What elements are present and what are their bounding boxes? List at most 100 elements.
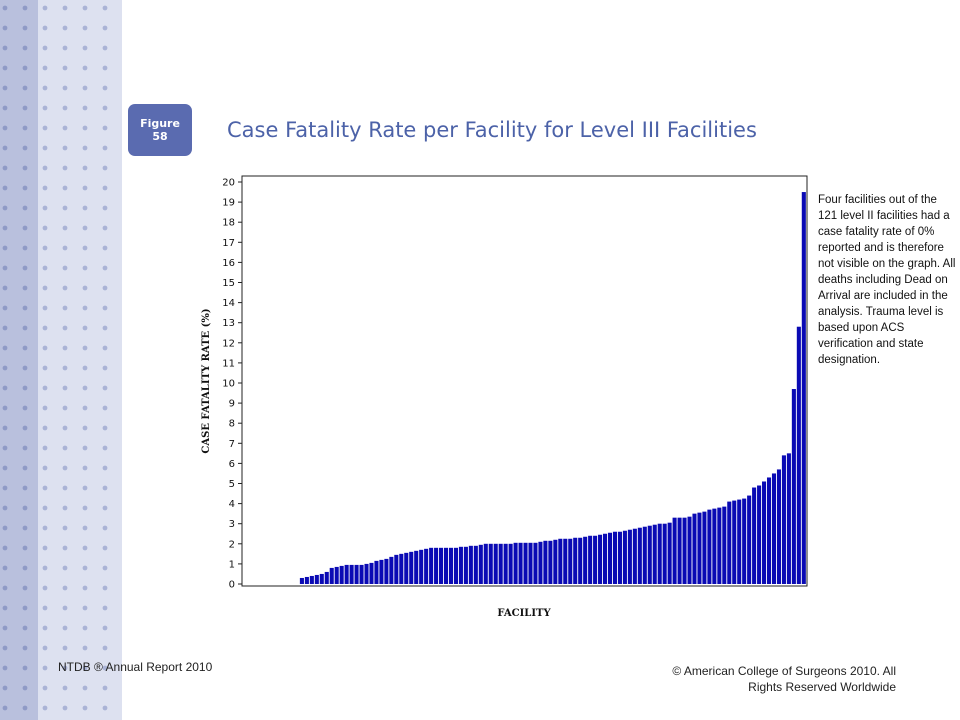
- decor-dot: [102, 365, 108, 371]
- bar-facility-60: [573, 537, 578, 584]
- decor-dot: [82, 425, 88, 431]
- decor-dot: [42, 645, 48, 651]
- y-tick-label: 4: [229, 499, 235, 510]
- decor-dot: [102, 145, 108, 151]
- bar-facility-82: [682, 517, 687, 584]
- decor-dot: [42, 25, 48, 31]
- decor-dot: [2, 645, 8, 651]
- bar-facility-101: [776, 469, 781, 584]
- bar-facility-19: [369, 562, 374, 584]
- decor-dot: [82, 485, 88, 491]
- footer-copyright-line1: © American College of Surgeons 2010. All: [672, 664, 896, 678]
- bar-facility-15: [349, 564, 354, 584]
- decor-dot: [62, 405, 68, 411]
- bar-facility-94: [742, 498, 747, 584]
- bar-facility-21: [379, 559, 384, 584]
- decor-dot: [42, 685, 48, 691]
- bar-facility-95: [747, 495, 752, 584]
- bar-facility-61: [578, 537, 583, 584]
- decor-dot: [82, 445, 88, 451]
- bar-facility-30: [424, 548, 429, 584]
- bar-facility-90: [722, 506, 727, 584]
- decor-dot: [62, 525, 68, 531]
- bar-facility-18: [364, 563, 369, 584]
- decor-dot: [22, 325, 28, 331]
- y-tick-label: 10: [222, 379, 235, 390]
- bar-facility-17: [359, 564, 364, 584]
- decor-dot: [2, 325, 8, 331]
- decor-dot: [42, 665, 48, 671]
- decor-dot: [2, 685, 8, 691]
- bar-facility-29: [419, 549, 424, 584]
- decor-dot: [22, 205, 28, 211]
- decor-dot: [62, 65, 68, 71]
- decor-dot: [62, 245, 68, 251]
- bar-facility-8: [314, 574, 319, 584]
- y-tick-label: 9: [229, 399, 235, 410]
- y-tick-label: 12: [222, 338, 235, 349]
- y-tick-label: 19: [222, 198, 235, 209]
- bar-facility-52: [533, 542, 538, 584]
- decor-dot: [42, 205, 48, 211]
- bar-facility-85: [697, 512, 702, 584]
- decor-dot: [82, 525, 88, 531]
- decor-dot: [62, 365, 68, 371]
- decor-dot: [102, 185, 108, 191]
- bar-facility-40: [473, 545, 478, 584]
- decor-dot: [82, 465, 88, 471]
- decor-dot: [62, 145, 68, 151]
- bar-facility-79: [667, 522, 672, 584]
- decor-dot: [62, 485, 68, 491]
- decor-dot: [22, 85, 28, 91]
- y-tick-label: 18: [222, 218, 235, 229]
- decor-dot: [82, 25, 88, 31]
- decor-dot: [82, 685, 88, 691]
- decor-dot: [42, 345, 48, 351]
- bar-facility-78: [662, 523, 667, 584]
- decor-dot: [62, 665, 68, 671]
- decor-dot: [82, 145, 88, 151]
- bar-facility-31: [429, 547, 434, 584]
- decor-dot: [2, 185, 8, 191]
- bar-facility-44: [493, 543, 498, 584]
- decor-dot: [102, 645, 108, 651]
- decor-dot: [82, 45, 88, 51]
- bar-facility-56: [553, 539, 558, 584]
- bar-facility-59: [568, 538, 573, 584]
- bar-facility-64: [593, 535, 598, 584]
- decor-dot: [2, 625, 8, 631]
- decor-dot: [2, 425, 8, 431]
- bar-facility-48: [513, 542, 518, 584]
- decor-dot: [82, 365, 88, 371]
- bar-facility-25: [399, 553, 404, 584]
- decor-dot: [42, 65, 48, 71]
- decor-dot: [22, 625, 28, 631]
- decor-dot: [42, 485, 48, 491]
- decor-dot: [2, 85, 8, 91]
- decor-dot: [22, 245, 28, 251]
- decor-dot: [22, 525, 28, 531]
- decor-dot: [22, 485, 28, 491]
- decor-dot: [102, 345, 108, 351]
- bar-facility-7: [309, 575, 314, 584]
- bar-facility-28: [414, 550, 419, 584]
- decor-dot: [42, 425, 48, 431]
- decor-dot: [102, 5, 108, 11]
- bar-facility-62: [583, 536, 588, 584]
- decor-dot: [102, 405, 108, 411]
- decor-dot: [2, 545, 8, 551]
- decor-dot: [2, 585, 8, 591]
- decor-dot: [42, 705, 48, 711]
- decor-dot: [22, 665, 28, 671]
- decor-dot: [22, 265, 28, 271]
- bar-facility-68: [612, 531, 618, 584]
- decor-dot: [62, 25, 68, 31]
- decor-dot: [82, 305, 88, 311]
- y-tick-label: 6: [229, 459, 235, 470]
- bar-facility-77: [657, 523, 662, 584]
- bar-facility-72: [632, 528, 637, 584]
- y-tick-label: 3: [229, 519, 235, 530]
- decor-dot: [82, 665, 88, 671]
- bar-facility-43: [488, 543, 493, 584]
- decor-dot: [22, 585, 28, 591]
